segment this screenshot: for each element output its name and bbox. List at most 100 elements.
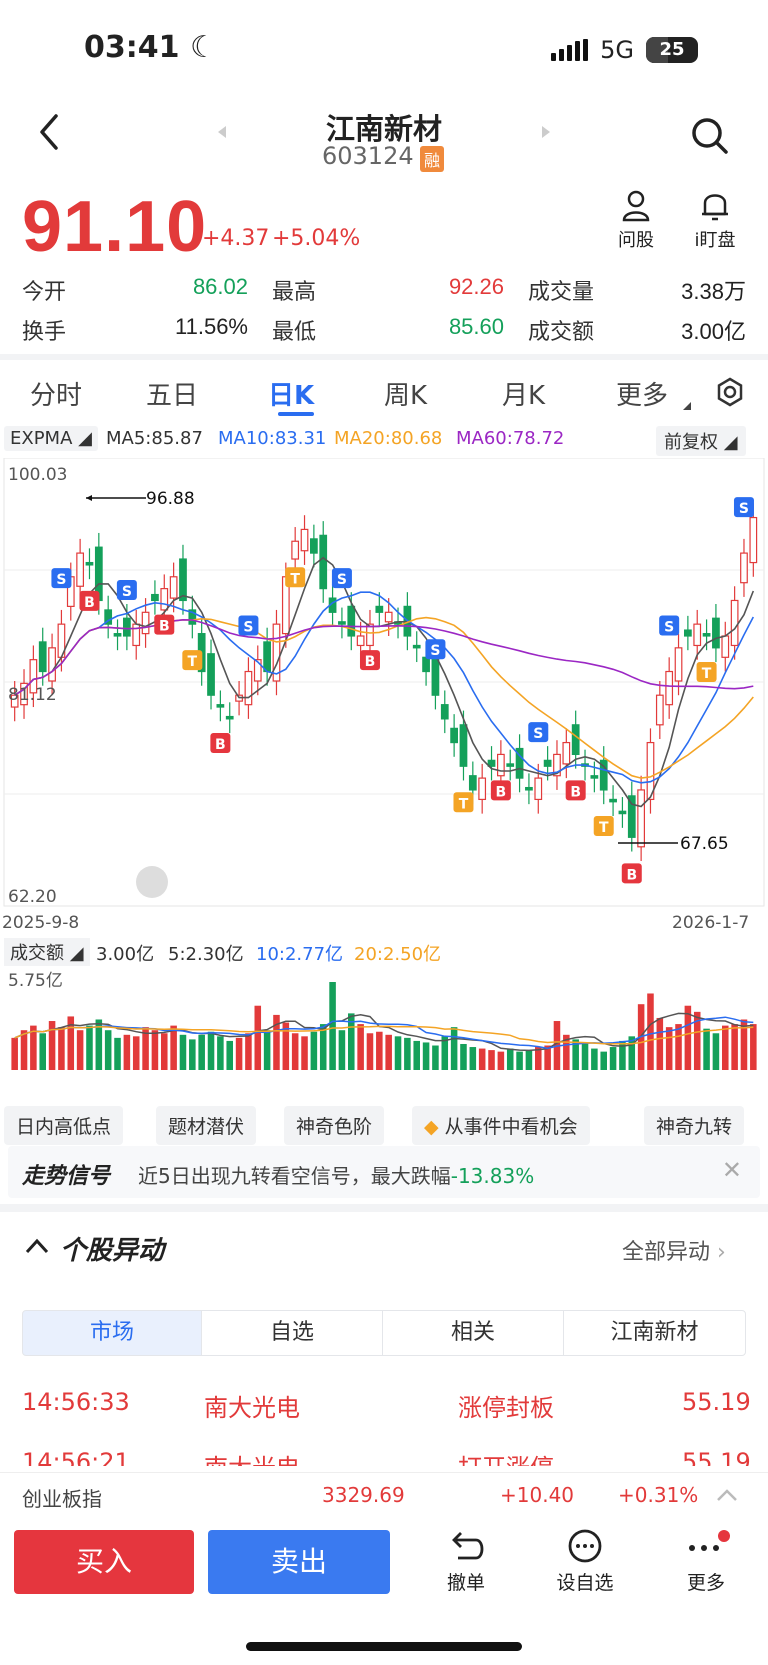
volume-bar	[114, 1037, 121, 1070]
tab-monthly-k[interactable]: 月K	[502, 381, 546, 411]
ask-stock-button[interactable]: 问股	[612, 188, 660, 252]
candle-body	[599, 759, 608, 791]
candle-body	[646, 741, 655, 801]
draw-tool-icon[interactable]	[136, 866, 168, 898]
volume-ma-layer	[14, 1012, 754, 1052]
undo-icon	[452, 1532, 484, 1560]
trend-signal-banner[interactable]: 走势信号 近5日出现九转看空信号，最大跌幅-13.83% ✕	[8, 1146, 760, 1198]
candle-body	[188, 609, 197, 625]
stat-label-high: 最高	[272, 280, 317, 305]
indicator-selector[interactable]: EXPMA ◢	[4, 426, 98, 451]
volume-indicator-selector[interactable]: 成交额 ◢	[4, 938, 90, 966]
back-icon[interactable]	[36, 112, 62, 152]
search-icon[interactable]	[690, 116, 730, 156]
candle-body	[104, 609, 113, 625]
tab-daily-k[interactable]: 日K	[268, 381, 315, 411]
anomaly-stock-name[interactable]: 南大光电	[204, 1394, 300, 1422]
cancel-order-button[interactable]: 撤单	[436, 1528, 496, 1595]
prev-stock-icon[interactable]	[216, 124, 228, 140]
candle-body	[684, 629, 692, 637]
candle-body	[487, 759, 496, 767]
volume-bar	[750, 1024, 757, 1070]
more-button[interactable]: 更多	[676, 1528, 736, 1595]
volume-ma5: 5:2.30亿	[168, 944, 244, 965]
axis-low-label: 62.20	[8, 887, 57, 907]
anomaly-price: 55.19	[682, 1448, 751, 1466]
home-indicator	[246, 1642, 522, 1651]
chip-color-scale[interactable]: 神奇色阶	[284, 1106, 385, 1145]
candle-body	[310, 538, 318, 554]
trade-marker	[154, 614, 175, 635]
trade-marker-label: S	[739, 501, 749, 517]
moon-icon: ☾	[189, 30, 217, 65]
volume-bars-layer	[11, 982, 757, 1070]
tab-more[interactable]: 更多	[616, 381, 669, 411]
volume-bar	[441, 1036, 449, 1070]
volume-panel	[11, 982, 757, 1070]
volume-bar	[703, 1028, 710, 1070]
stat-label-turnover: 换手	[22, 320, 67, 345]
volume-bar	[161, 1033, 168, 1070]
watch-button[interactable]: i盯盘	[686, 188, 744, 252]
chevron-right-icon: ›	[717, 1240, 726, 1265]
volume-bar	[497, 1051, 505, 1070]
candle-body	[29, 659, 38, 694]
candle-body	[179, 558, 187, 602]
trade-marker-label: B	[84, 595, 95, 611]
volume-bar	[478, 1048, 486, 1070]
tab-intraday[interactable]: 分时	[30, 381, 83, 411]
volume-bar	[488, 1050, 495, 1070]
candle-body	[20, 682, 28, 706]
ma20-line	[14, 616, 754, 779]
anomaly-stock-name: 南大光电	[204, 1448, 300, 1466]
candle-body	[123, 617, 131, 637]
trade-marker-label: S	[533, 726, 543, 742]
segment-related[interactable]: 相关	[382, 1310, 564, 1356]
anomaly-event: 打开涨停	[458, 1448, 554, 1466]
candle-body	[740, 552, 748, 584]
status-indicators: 5G 25	[551, 36, 698, 64]
chip-theme-ambush[interactable]: 题材潜伏	[156, 1106, 257, 1145]
stat-value-amount: 3.00亿	[681, 319, 746, 344]
volume-bar	[104, 1030, 112, 1070]
chip-intraday-high-low[interactable]: 日内高低点	[4, 1106, 124, 1145]
volume-bar	[291, 1033, 299, 1070]
tab-five-day[interactable]: 五日	[146, 381, 199, 411]
candle-body	[422, 656, 430, 673]
close-icon[interactable]: ✕	[721, 1156, 742, 1184]
trade-marker	[696, 661, 717, 682]
index-ticker-bar[interactable]: 创业板指 3329.69 +10.40 +0.31%	[0, 1472, 768, 1520]
next-stock-icon[interactable]	[540, 124, 552, 140]
stat-label-amount: 成交额	[528, 320, 595, 345]
volume-bar	[404, 1037, 411, 1070]
adjust-mode-selector[interactable]: 前复权 ◢	[656, 426, 746, 456]
volume-bar	[684, 1005, 692, 1070]
chevron-up-icon[interactable]	[716, 1487, 738, 1503]
volume-bar	[656, 1017, 664, 1070]
chip-nine-turn[interactable]: 神奇九转	[644, 1106, 745, 1145]
anomaly-title: 个股异动	[60, 1236, 165, 1266]
candle-body	[665, 670, 674, 706]
trend-signal-title: 走势信号	[22, 1164, 111, 1189]
segment-watchlist[interactable]: 自选	[201, 1310, 383, 1356]
settings-icon[interactable]	[714, 376, 746, 408]
cancel-order-label: 撤单	[446, 1572, 485, 1594]
collapse-icon[interactable]	[24, 1236, 50, 1256]
tab-weekly-k[interactable]: 周K	[384, 381, 428, 411]
sell-button[interactable]: 卖出	[208, 1530, 390, 1594]
candle-body	[375, 605, 384, 613]
volume-bar	[394, 1036, 402, 1070]
candle-body	[76, 552, 84, 587]
all-anomaly-link[interactable]: 全部异动 ›	[622, 1234, 726, 1266]
anomaly-price: 55.19	[682, 1388, 751, 1416]
add-watchlist-button[interactable]: 设自选	[550, 1528, 620, 1595]
candle-body	[38, 641, 47, 673]
trade-marker-label: S	[664, 620, 674, 636]
buy-button[interactable]: 买入	[14, 1530, 194, 1594]
segment-stock[interactable]: 江南新材	[563, 1310, 746, 1356]
volume-bar	[30, 1025, 37, 1070]
ma5-label: MA5:85.87	[106, 428, 203, 449]
segment-market[interactable]: 市场	[22, 1310, 202, 1356]
chip-event-opportunity[interactable]: ◆ 从事件中看机会	[412, 1106, 590, 1145]
